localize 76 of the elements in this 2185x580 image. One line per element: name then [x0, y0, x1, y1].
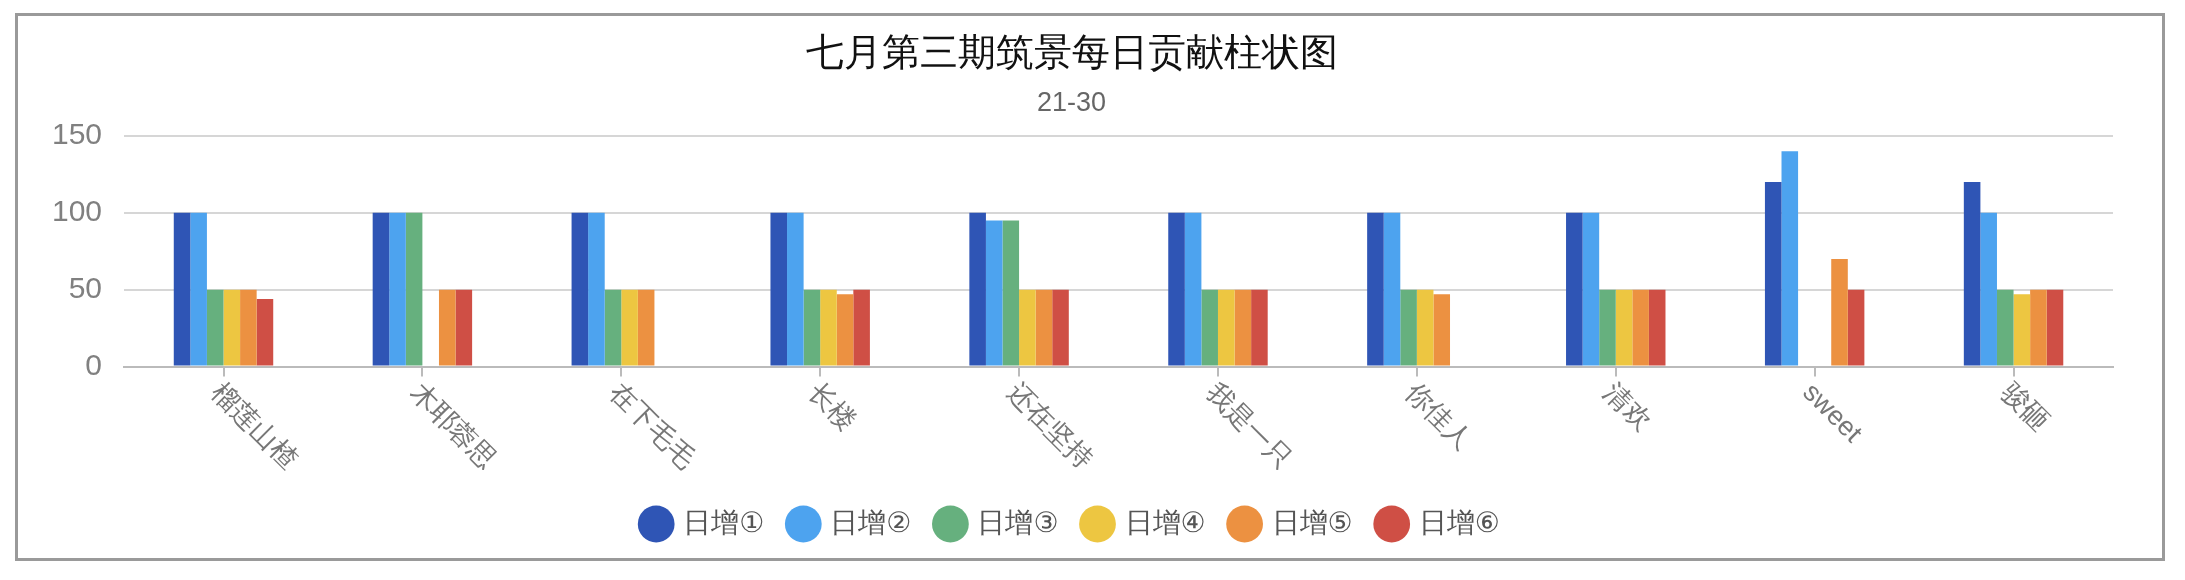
- y-tick-label: 0: [85, 347, 103, 381]
- bar: [853, 289, 870, 366]
- y-tick-label: 100: [51, 194, 103, 228]
- bar: [1963, 182, 1981, 366]
- bar: [1615, 289, 1633, 366]
- legend-label: 日增④: [1124, 506, 1206, 538]
- legend-label: 日增⑥: [1418, 506, 1500, 538]
- bar: [2030, 289, 2047, 366]
- bar: [1019, 289, 1036, 366]
- chart-title: 七月第三期筑景每日贡献柱状图: [805, 31, 1338, 74]
- x-tick-label: 榴莲山楂: [205, 376, 304, 475]
- bar: [969, 212, 986, 366]
- bar: [787, 212, 804, 366]
- bar: [1980, 212, 1997, 366]
- bar: [2046, 289, 2064, 366]
- bar: [571, 212, 589, 366]
- bar: [1831, 258, 1848, 366]
- bar: [223, 289, 241, 366]
- bar: [637, 289, 655, 366]
- bar: [1383, 212, 1401, 366]
- bar: [836, 294, 854, 366]
- x-tick-label: 清欢: [1598, 376, 1658, 437]
- x-tick-label: 长楼: [802, 376, 863, 437]
- bar: [190, 212, 207, 366]
- bar: [588, 212, 605, 366]
- bar: [1002, 220, 1020, 366]
- chart-subtitle: 21-30: [1036, 87, 1107, 118]
- bar: [438, 289, 456, 366]
- legend-label: 日增③: [977, 506, 1059, 538]
- legend-label: 日增②: [830, 506, 912, 538]
- bar: [405, 212, 423, 366]
- bar: [2013, 294, 2031, 366]
- bar: [455, 289, 473, 366]
- legend-label: 日增①: [683, 506, 765, 538]
- bar: [206, 289, 224, 366]
- x-tick-label: 木耶蓉思: [404, 376, 503, 475]
- bar: [1201, 289, 1218, 366]
- bar: [985, 220, 1003, 366]
- bar: [1781, 151, 1799, 366]
- bar: [240, 289, 257, 366]
- x-tick-label: 还在坚持: [1001, 376, 1100, 475]
- bar: [770, 212, 788, 366]
- x-tick-label: 骏砸: [1996, 376, 2056, 437]
- bar: [621, 289, 638, 366]
- bar: [1035, 289, 1053, 366]
- bar: [1217, 289, 1235, 366]
- bar: [1582, 212, 1600, 366]
- bar: [1416, 289, 1434, 366]
- bar: [1847, 289, 1865, 366]
- bar: [256, 298, 274, 366]
- bar: [1764, 182, 1782, 366]
- bar: [1400, 289, 1417, 366]
- x-tick-label: 我是一只: [1200, 376, 1299, 475]
- x-tick-label: 在下毛毛: [603, 376, 702, 475]
- bar: [1251, 289, 1268, 366]
- bar: [820, 289, 837, 366]
- bar: [1052, 289, 1069, 366]
- bar: [1566, 212, 1583, 366]
- bar: [372, 212, 390, 366]
- bar: [1234, 289, 1252, 366]
- y-tick-label: 150: [51, 117, 103, 151]
- bar: [1168, 212, 1185, 366]
- bar: [1996, 289, 2014, 366]
- bar: [1632, 289, 1649, 366]
- legend-label: 日增⑤: [1271, 506, 1353, 538]
- bar: [1599, 289, 1616, 366]
- bar: [803, 289, 821, 366]
- bar: [389, 212, 406, 366]
- bar: [173, 212, 191, 366]
- bar: [1184, 212, 1202, 366]
- y-tick-label: 50: [68, 270, 103, 304]
- bar: [1367, 212, 1384, 366]
- x-tick-label: 你佳人: [1398, 376, 1478, 456]
- bar: [1433, 294, 1451, 366]
- bar: [1648, 289, 1666, 366]
- bar: [604, 289, 622, 366]
